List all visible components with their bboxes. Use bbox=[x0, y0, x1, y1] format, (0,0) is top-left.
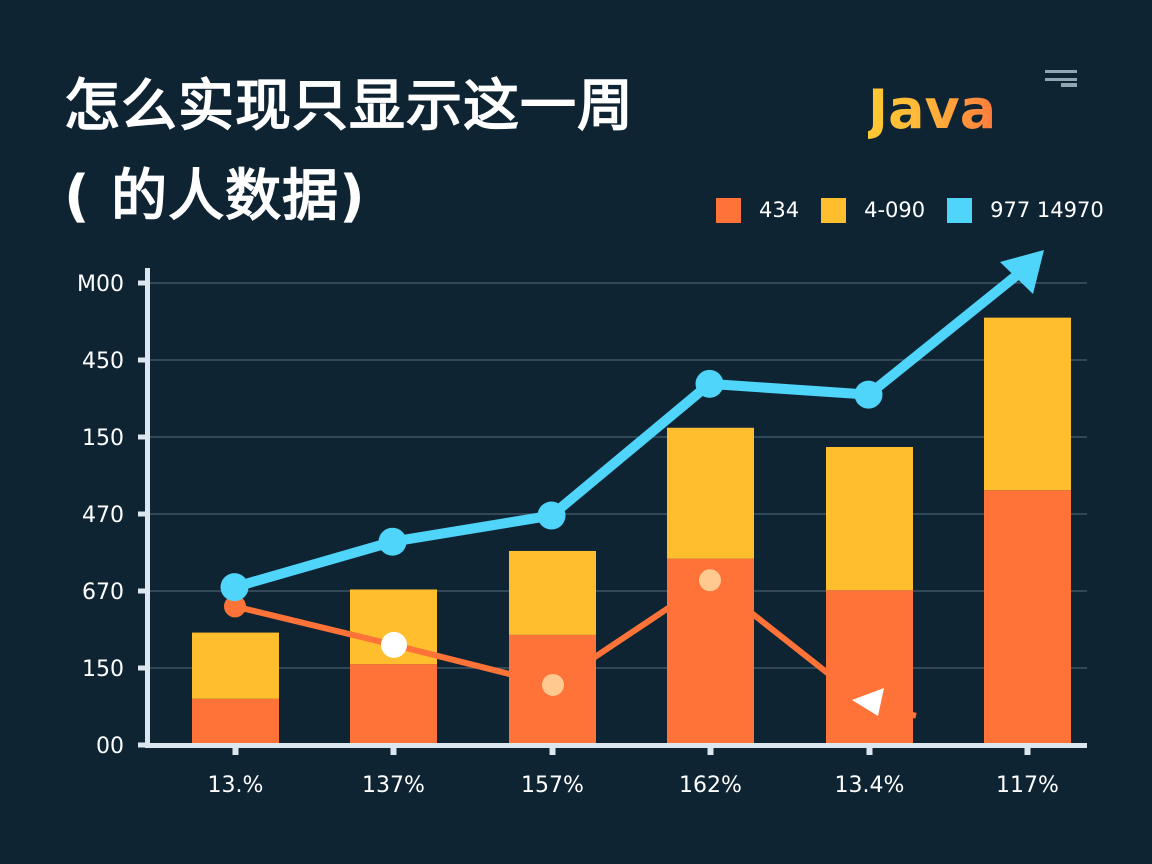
legend-swatch-blue bbox=[947, 197, 973, 223]
bar-segment-top bbox=[192, 632, 279, 699]
white-arrow-icon bbox=[852, 688, 884, 716]
x-tick-label: 13.4% bbox=[835, 773, 905, 798]
y-tick-label: 670 bbox=[82, 580, 124, 605]
menu-line bbox=[1045, 78, 1077, 81]
y-tick-mark bbox=[138, 511, 147, 517]
orange-line-marker bbox=[381, 631, 407, 658]
y-tick-mark bbox=[138, 742, 147, 748]
x-tick-label: 157% bbox=[521, 773, 584, 798]
y-tick-label: 150 bbox=[82, 657, 124, 682]
legend-label: 977 14970 bbox=[990, 198, 1104, 222]
y-tick-label: 470 bbox=[82, 503, 124, 528]
legend-swatch-yellow bbox=[821, 197, 847, 223]
chart-title-line-1: 怎么实现只显示这一周 bbox=[64, 74, 634, 139]
legend-label: 4-090 bbox=[864, 198, 926, 222]
chart-title-line-2: ( 的人数据) bbox=[64, 164, 366, 229]
y-tick-mark bbox=[138, 434, 147, 440]
menu-lines-icon[interactable] bbox=[1043, 70, 1077, 90]
orange-line-marker bbox=[699, 569, 721, 592]
bar-segment-bottom bbox=[350, 664, 437, 745]
y-tick-mark bbox=[138, 665, 147, 671]
chart-title: 怎么实现只显示这一周 ( 的人数据) bbox=[64, 62, 634, 242]
x-tick-mark bbox=[866, 748, 873, 755]
x-tick-label: 13.% bbox=[208, 773, 264, 798]
bar-segment-bottom bbox=[984, 490, 1071, 745]
bar-segment-top bbox=[826, 447, 913, 591]
y-tick-label: 00 bbox=[96, 734, 124, 759]
y-tick-mark bbox=[138, 357, 147, 363]
chart-legend: 434 4-090 977 14970 bbox=[716, 196, 1104, 224]
menu-line bbox=[1061, 83, 1077, 87]
x-tick-mark bbox=[707, 748, 714, 755]
orange-line-marker bbox=[542, 673, 564, 696]
bar-segment-top bbox=[667, 427, 754, 559]
y-tick-label: 150 bbox=[82, 426, 124, 451]
blue-arrow-head-icon bbox=[1000, 250, 1044, 294]
x-tick-mark bbox=[1024, 748, 1031, 755]
bar-segment-top bbox=[509, 550, 596, 635]
orange-line-marker bbox=[224, 595, 246, 618]
y-axis bbox=[145, 268, 150, 747]
x-tick-mark bbox=[549, 748, 556, 755]
blue-line-series bbox=[229, 266, 1027, 593]
x-tick-label: 162% bbox=[679, 773, 742, 798]
bar-segment-bottom bbox=[192, 698, 279, 745]
x-tick-label: 137% bbox=[362, 773, 425, 798]
y-tick-mark bbox=[138, 588, 147, 594]
y-tick-mark bbox=[138, 280, 147, 286]
x-tick-label: 117% bbox=[996, 773, 1059, 798]
legend-swatch-orange bbox=[716, 197, 741, 223]
blue-line-marker bbox=[695, 369, 724, 398]
x-tick-mark bbox=[390, 748, 397, 755]
bar-segment-top bbox=[984, 317, 1071, 491]
x-axis bbox=[145, 743, 1087, 748]
java-brand-logo: Java bbox=[868, 78, 997, 141]
y-tick-label: M00 bbox=[77, 272, 124, 297]
blue-line-marker bbox=[378, 527, 407, 556]
legend-label: 434 bbox=[759, 198, 800, 222]
bar-segment-bottom bbox=[826, 590, 913, 745]
menu-line bbox=[1045, 70, 1077, 73]
y-tick-label: 450 bbox=[82, 349, 124, 374]
blue-line-marker bbox=[854, 380, 883, 409]
x-tick-mark bbox=[232, 748, 239, 755]
blue-line-marker bbox=[537, 501, 566, 530]
blue-line-marker bbox=[220, 573, 249, 602]
